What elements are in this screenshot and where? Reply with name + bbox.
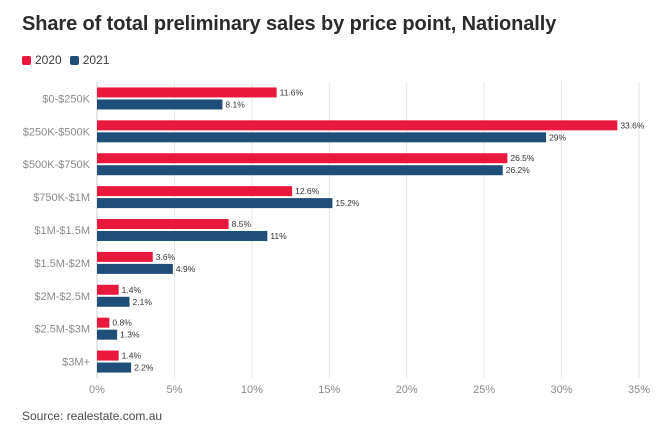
bar-2021 xyxy=(97,198,333,209)
data-label-2021: 29% xyxy=(549,132,566,142)
legend-label-2021: 2021 xyxy=(82,53,110,67)
x-tick-label: 30% xyxy=(551,384,573,396)
x-tick-label: 5% xyxy=(166,384,182,396)
data-label-2021: 1.3% xyxy=(120,330,140,340)
data-label-2020: 8.5% xyxy=(232,219,252,229)
x-tick-label: 15% xyxy=(318,384,340,396)
data-label-2020: 1.4% xyxy=(122,351,142,361)
legend-item-2021: 2021 xyxy=(69,53,110,67)
bar-2021 xyxy=(97,362,132,373)
data-label-2021: 8.1% xyxy=(225,99,245,109)
bar-2020 xyxy=(97,317,110,328)
data-label-2021: 11% xyxy=(270,231,287,241)
data-label-2021: 26.2% xyxy=(506,165,531,175)
category-label: $250K-$500K xyxy=(23,126,91,138)
bar-2020 xyxy=(97,350,119,361)
data-label-2020: 3.6% xyxy=(156,252,176,262)
bar-2020 xyxy=(97,251,153,262)
data-label-2021: 2.1% xyxy=(133,297,153,307)
data-label-2021: 4.9% xyxy=(176,264,196,274)
data-label-2020: 0.8% xyxy=(112,318,132,328)
category-label: $2M-$2.5M xyxy=(34,291,90,303)
x-tick-label: 10% xyxy=(241,384,263,396)
category-label: $500K-$750K xyxy=(23,159,91,171)
x-tick-label: 25% xyxy=(473,384,495,396)
bar-2020 xyxy=(97,219,229,229)
bar-2021 xyxy=(97,296,130,307)
category-label: $1.5M-$2M xyxy=(34,258,90,270)
bar-2020 xyxy=(97,284,119,295)
legend-swatch-2020 xyxy=(22,55,31,65)
bar-2021 xyxy=(97,165,503,176)
data-label-2020: 26.5% xyxy=(510,153,535,163)
x-tick-label: 0% xyxy=(89,384,105,396)
data-label-2020: 11.6% xyxy=(280,87,304,97)
x-tick-label: 35% xyxy=(628,384,650,396)
category-label: $3M+ xyxy=(62,357,90,369)
x-tick-label: 20% xyxy=(396,384,418,396)
legend: 2020 2021 xyxy=(22,53,117,67)
category-label: $1M-$1.5M xyxy=(34,225,90,237)
bar-2021 xyxy=(97,132,547,143)
category-label: $2.5M-$3M xyxy=(34,324,90,336)
source-note: Source: realestate.com.au xyxy=(22,409,163,423)
bar-2020 xyxy=(97,120,618,131)
data-label-2020: 33.6% xyxy=(620,120,645,130)
bar-2021 xyxy=(97,99,223,110)
bar-2020 xyxy=(97,186,293,197)
bar-2021 xyxy=(97,231,268,241)
bar-2020 xyxy=(97,153,508,164)
data-label-2020: 12.6% xyxy=(295,186,320,196)
data-label-2021: 2.2% xyxy=(134,363,154,373)
bar-2020 xyxy=(97,87,277,98)
legend-label-2020: 2020 xyxy=(35,53,62,67)
category-label: $0-$250K xyxy=(42,93,90,105)
bar-2021 xyxy=(97,329,118,340)
category-label: $750K-$1M xyxy=(33,192,90,204)
chart-title: Share of total preliminary sales by pric… xyxy=(22,13,557,35)
data-label-2020: 1.4% xyxy=(122,285,142,295)
data-label-2021: 15.2% xyxy=(335,198,360,208)
bar-2021 xyxy=(97,263,173,274)
legend-item-2020: 2020 xyxy=(22,53,62,67)
legend-swatch-2021 xyxy=(69,55,79,65)
